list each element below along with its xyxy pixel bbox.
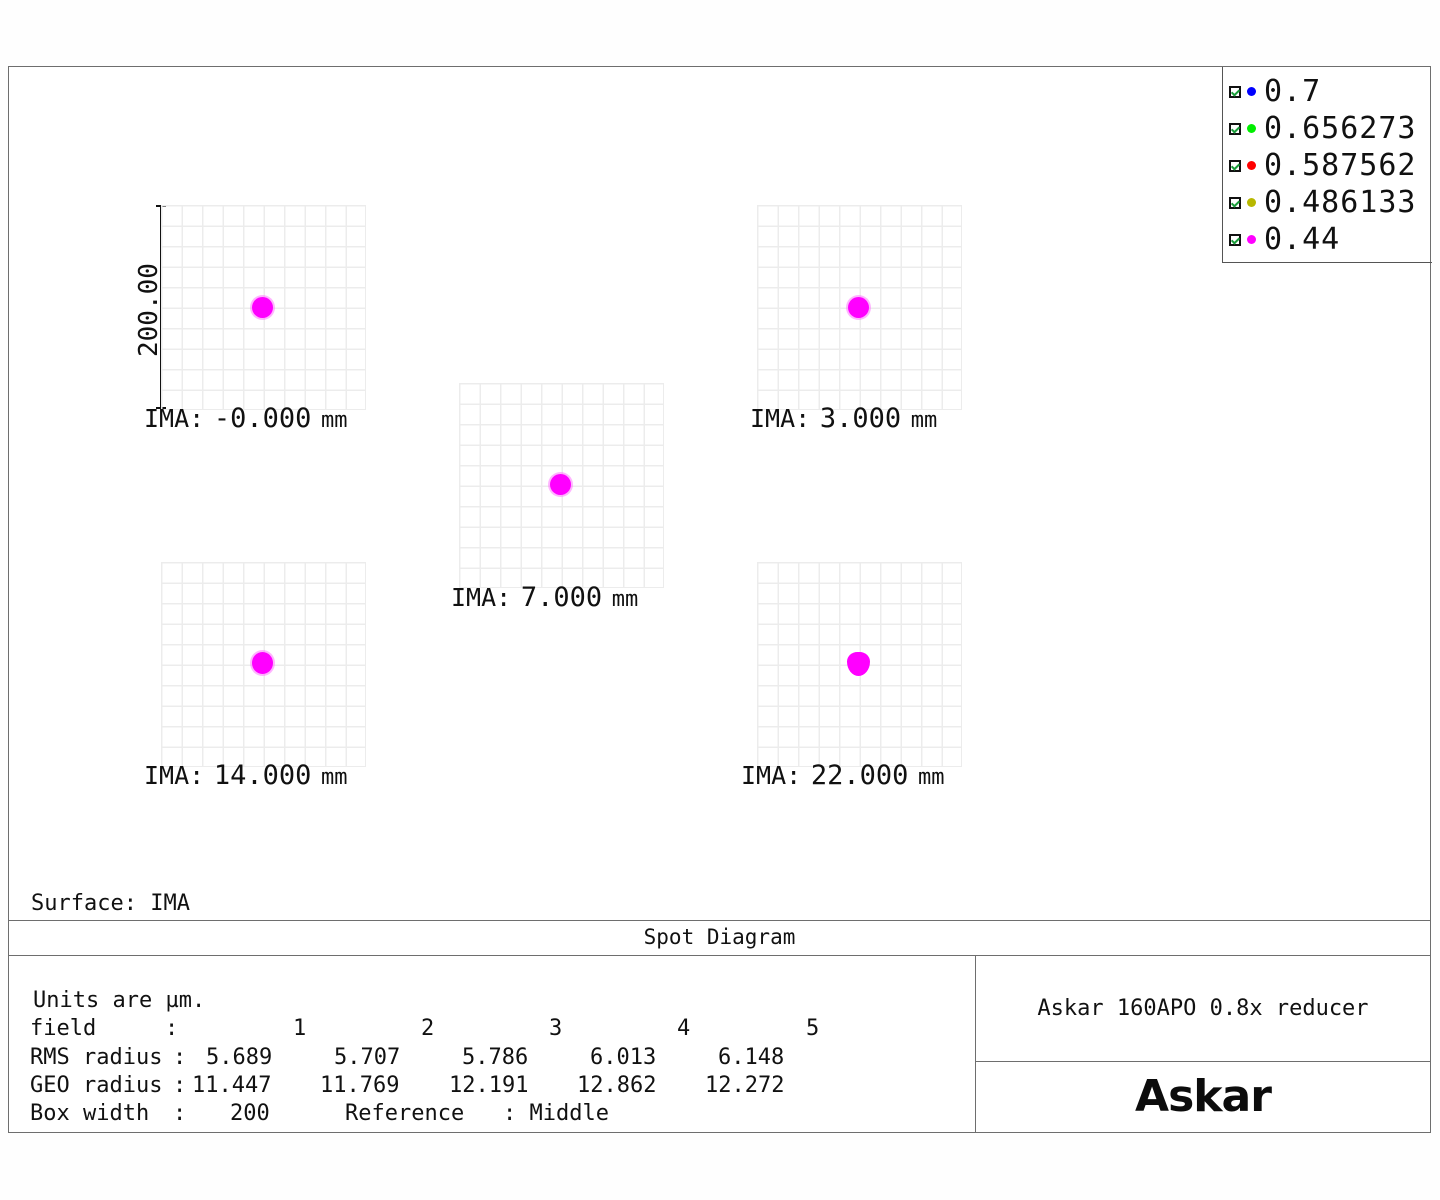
field-label-4: IMA: 14.000 mm: [144, 760, 348, 791]
geo-value-2: 11.769: [320, 1073, 400, 1098]
surface-label: Surface: IMA: [31, 891, 190, 916]
spot-field-3: [550, 474, 571, 495]
geo-row-label: GEO radius: [30, 1073, 163, 1098]
reference-label: Reference: [345, 1101, 465, 1126]
color-dot-icon: [1247, 235, 1256, 244]
plot-area: 200.00 IMA: -0.000 mm IMA: 3.000 mm IMA:…: [9, 67, 1432, 922]
field-index-3: 3: [549, 1016, 563, 1041]
checkbox-icon[interactable]: [1229, 196, 1241, 209]
checkbox-icon[interactable]: [1229, 159, 1241, 172]
legend-item-0.7[interactable]: 0.7: [1223, 73, 1432, 110]
askar-logo: Askar: [1135, 1071, 1272, 1122]
rms-row-colon: :: [173, 1045, 187, 1070]
field-row-colon: :: [165, 1016, 179, 1041]
field-index-5: 5: [806, 1016, 820, 1041]
color-dot-icon: [1247, 87, 1256, 96]
geo-value-1: 11.447: [192, 1073, 272, 1098]
field-label-5: IMA: 22.000 mm: [741, 760, 945, 791]
scale-bar-label: 200.00: [134, 263, 164, 357]
legend-item-0.587562[interactable]: 0.587562: [1223, 147, 1432, 184]
legend-item-0.486133[interactable]: 0.486133: [1223, 184, 1432, 221]
field-index-4: 4: [677, 1016, 691, 1041]
units-note: Units are µm.: [33, 988, 206, 1013]
legend-item-0.656273[interactable]: 0.656273: [1223, 110, 1432, 147]
system-name: Askar 160APO 0.8x reducer: [976, 956, 1430, 1062]
field-label-1: IMA: -0.000 mm: [144, 403, 348, 434]
rms-row-label: RMS radius: [30, 1045, 163, 1070]
field-index-1: 1: [293, 1016, 307, 1041]
spot-field-2: [848, 297, 869, 318]
box-width-value: 200: [230, 1101, 270, 1126]
color-dot-icon: [1247, 161, 1256, 170]
box-width-label: Box width: [30, 1101, 150, 1126]
box-width-colon: :: [173, 1101, 187, 1126]
geo-value-4: 12.862: [577, 1073, 657, 1098]
field-label-3: IMA: 7.000 mm: [451, 582, 639, 613]
wavelength-legend: 0.7 0.656273 0.587562 0.486133 0.44: [1222, 67, 1432, 263]
reference-value: : Middle: [503, 1101, 609, 1126]
field-row-label: field: [30, 1016, 97, 1041]
spot-field-4: [252, 652, 273, 674]
rms-value-4: 6.013: [590, 1045, 657, 1070]
field-label-2: IMA: 3.000 mm: [750, 403, 938, 434]
checkbox-icon[interactable]: [1229, 85, 1241, 98]
rms-value-1: 5.689: [206, 1045, 273, 1070]
logo-panel: Askar: [976, 1062, 1430, 1132]
rms-value-5: 6.148: [718, 1045, 785, 1070]
color-dot-icon: [1247, 198, 1256, 207]
chart-title: Spot Diagram: [9, 920, 1430, 956]
checkbox-icon[interactable]: [1229, 233, 1241, 246]
checkbox-icon[interactable]: [1229, 122, 1241, 135]
geo-value-3: 12.191: [449, 1073, 529, 1098]
info-panel: Units are µm. field : 1 2 3 4 5 RMS radi…: [9, 956, 976, 1132]
geo-row-colon: :: [173, 1073, 187, 1098]
rms-value-3: 5.786: [462, 1045, 529, 1070]
spot-field-1: [252, 297, 273, 318]
color-dot-icon: [1247, 124, 1256, 133]
rms-value-2: 5.707: [334, 1045, 401, 1070]
geo-value-5: 12.272: [705, 1073, 785, 1098]
legend-item-0.44[interactable]: 0.44: [1223, 221, 1432, 258]
field-index-2: 2: [421, 1016, 435, 1041]
spot-diagram-frame: 200.00 IMA: -0.000 mm IMA: 3.000 mm IMA:…: [8, 66, 1432, 1133]
spot-field-5: [847, 652, 870, 676]
